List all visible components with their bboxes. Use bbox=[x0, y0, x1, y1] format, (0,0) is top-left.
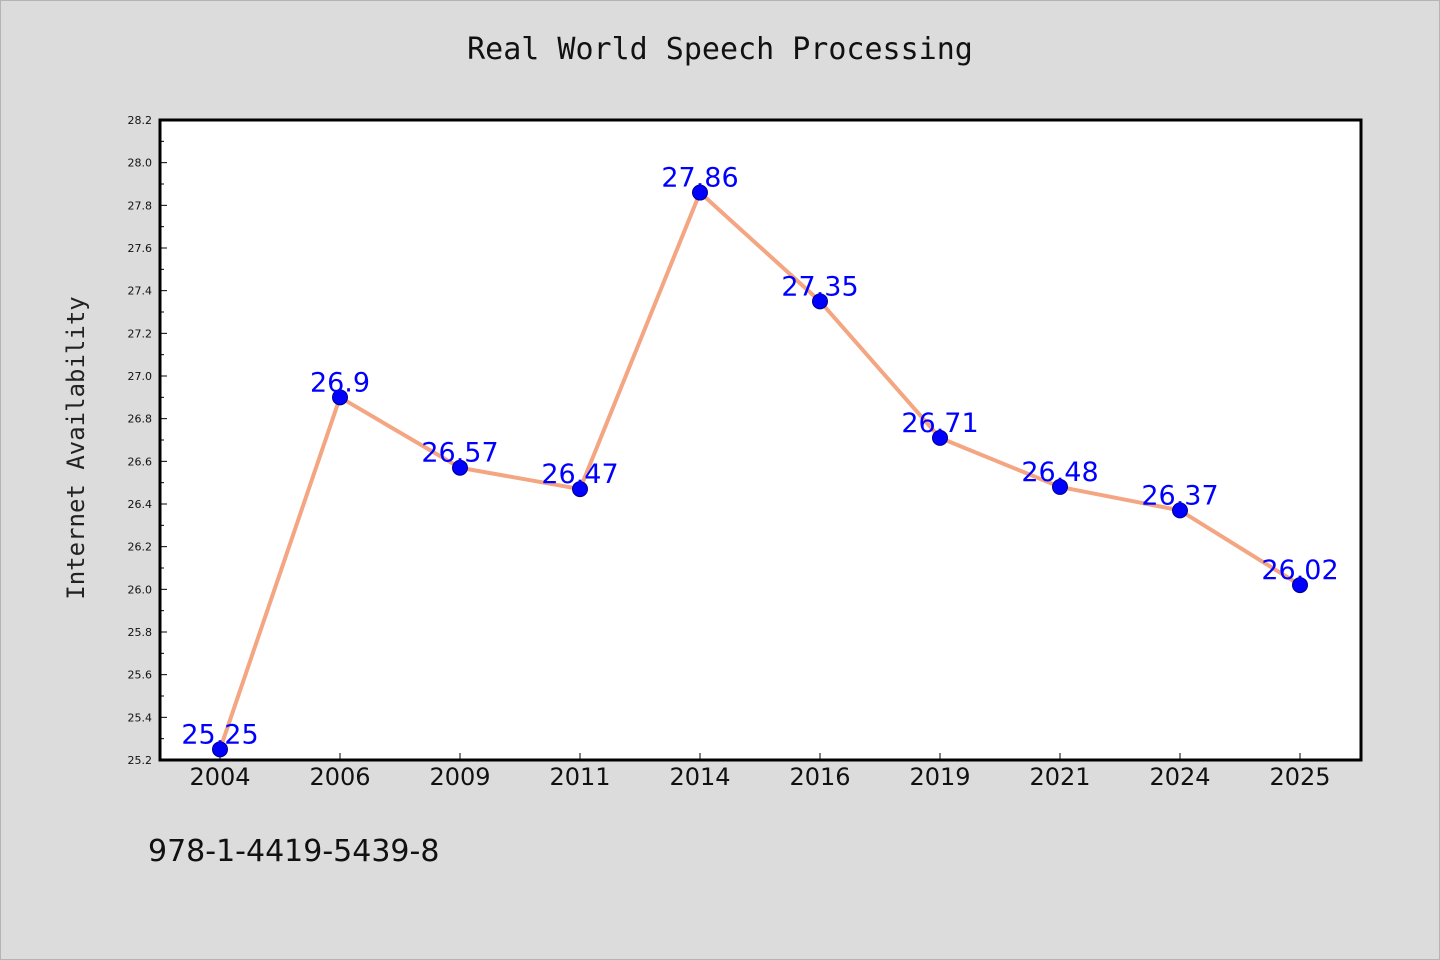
data-point bbox=[572, 481, 588, 498]
y-tick-label: 26.6 bbox=[128, 455, 153, 468]
x-tick-label: 2016 bbox=[789, 763, 850, 791]
y-tick-label: 25.2 bbox=[128, 754, 153, 767]
data-point bbox=[1052, 478, 1068, 495]
y-tick-label: 27.6 bbox=[128, 242, 153, 255]
y-tick-label: 26.4 bbox=[128, 498, 153, 511]
plot-area bbox=[158, 118, 1363, 762]
x-tick-label: 2021 bbox=[1029, 763, 1090, 791]
x-axis: 2004 2006 2009 2011 2014 2016 2019 2021 2024 2025 bbox=[189, 753, 1331, 791]
y-axis-label: Internet Availability bbox=[62, 296, 90, 599]
x-tick-label: 2019 bbox=[909, 763, 970, 791]
y-tick-label: 28.0 bbox=[128, 157, 153, 170]
isbn-footer: 978-1-4419-5439-8 bbox=[148, 834, 440, 869]
data-label: 26.37 bbox=[1141, 480, 1218, 511]
data-point bbox=[932, 429, 948, 446]
x-tick-label: 2011 bbox=[549, 763, 610, 791]
data-point bbox=[212, 741, 228, 758]
data-point bbox=[1172, 502, 1188, 519]
y-tick-label: 27.2 bbox=[128, 327, 153, 340]
y-tick-label: 26.8 bbox=[128, 413, 153, 426]
data-point bbox=[812, 293, 828, 310]
y-tick-label: 25.8 bbox=[128, 626, 153, 639]
data-point bbox=[452, 459, 468, 476]
data-label: 26.57 bbox=[421, 438, 498, 469]
series-line bbox=[218, 190, 1302, 750]
y-tick-label: 25.6 bbox=[128, 669, 153, 682]
y-axis: 25.2 25.4 25.6 25.8 26.0 26.2 26.4 26.6 26.8 27.0… bbox=[128, 114, 167, 767]
x-tick-label: 2009 bbox=[429, 763, 490, 791]
y-tick-label: 28.2 bbox=[128, 114, 153, 127]
data-label: 26.71 bbox=[901, 408, 978, 439]
x-tick-label: 2025 bbox=[1269, 763, 1330, 791]
data-label: 25.25 bbox=[181, 719, 258, 750]
y-tick-label: 27.0 bbox=[128, 370, 153, 383]
data-label: 27.35 bbox=[781, 271, 858, 302]
y-tick-label: 26.0 bbox=[128, 583, 153, 596]
data-point bbox=[692, 184, 708, 201]
data-label: 26.48 bbox=[1021, 457, 1098, 488]
y-tick-label: 27.4 bbox=[128, 285, 153, 298]
data-label: 26.9 bbox=[310, 367, 370, 398]
y-tick-label: 26.2 bbox=[128, 541, 153, 554]
x-tick-label: 2004 bbox=[189, 763, 250, 791]
x-tick-label: 2014 bbox=[669, 763, 730, 791]
series-layer: 25.25 26.9 26.57 26.47 27.86 27.35 26.71 26.48 2… bbox=[181, 163, 1339, 758]
data-point bbox=[1292, 577, 1308, 594]
x-tick-label: 2006 bbox=[309, 763, 370, 791]
y-tick-label: 25.4 bbox=[128, 711, 153, 724]
chart-title: Real World Speech Processing bbox=[467, 32, 973, 67]
y-tick-label: 27.8 bbox=[128, 199, 153, 212]
x-tick-label: 2024 bbox=[1149, 763, 1210, 791]
data-point bbox=[332, 389, 348, 406]
data-label: 27.86 bbox=[661, 163, 738, 194]
data-label: 26.02 bbox=[1261, 555, 1338, 586]
data-label: 26.47 bbox=[541, 459, 618, 490]
